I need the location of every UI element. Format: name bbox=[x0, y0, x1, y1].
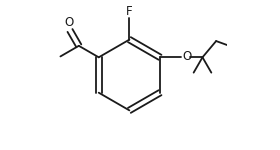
Text: F: F bbox=[126, 4, 133, 18]
Text: O: O bbox=[64, 16, 74, 29]
Text: O: O bbox=[182, 50, 192, 63]
